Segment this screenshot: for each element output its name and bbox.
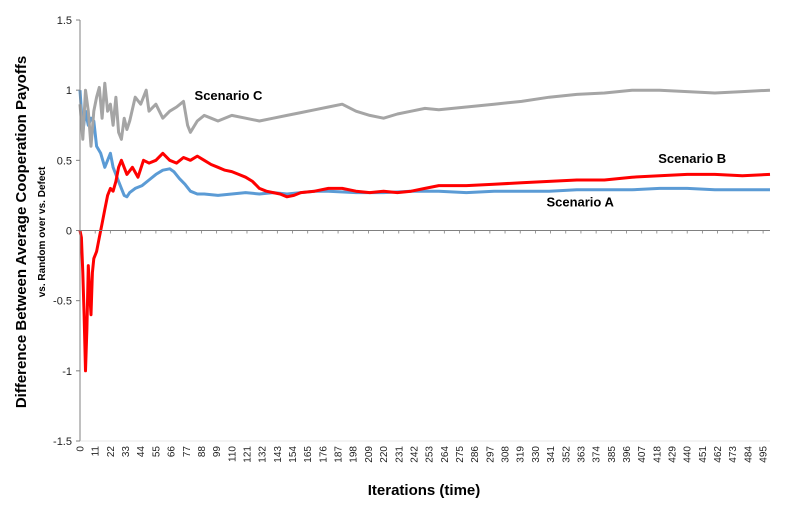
x-tick-label: 0 [76,446,87,452]
x-tick-label: 352 [561,446,572,463]
y-axis-label: Difference Between Average Cooperation P… [13,56,30,408]
x-tick-label: 407 [637,446,648,463]
y-tick-label: -1.5 [53,436,72,448]
x-axis-label: Iterations (time) [368,482,481,499]
x-tick-label: 22 [106,446,117,458]
x-tick-label: 462 [713,446,724,463]
x-tick-label: 363 [576,446,587,463]
x-tick-label: 297 [485,446,496,463]
x-tick-label: 396 [622,446,633,463]
y-tick-label: 0.5 [57,155,72,167]
x-tick-label: 110 [227,446,238,462]
x-tick-label: 341 [546,446,557,463]
x-tick-label: 319 [516,446,527,463]
annotation-scenario-c: Scenario C [195,88,264,103]
x-tick-label: 220 [379,446,390,463]
x-tick-label: 66 [167,446,178,458]
series-line-scenario-a [78,90,770,199]
x-tick-label: 275 [455,446,466,463]
x-tick-label: 330 [531,446,542,463]
x-tick-label: 286 [470,446,481,463]
x-tick-label: 44 [136,446,147,458]
y-tick-label: 1 [66,85,72,97]
x-tick-label: 473 [728,446,739,463]
x-tick-label: 242 [409,446,420,463]
x-tick-label: 429 [668,446,679,463]
x-tick-label: 11 [91,446,102,457]
annotations: Scenario C Scenario B Scenario A [195,88,727,210]
x-axis-ticks: 0 11 22 33 44 55 66 77 88 99 110 121 132 143 154 165 176… [76,230,770,463]
x-tick-label: 121 [242,446,253,463]
series-line-scenario-b [78,151,771,373]
x-tick-label: 99 [212,446,223,458]
x-tick-label: 154 [288,446,299,463]
y-axis-ticks: 1.5 1 0.5 0 -0.5 -1 -1.5 [53,15,80,448]
x-tick-label: 264 [440,446,451,463]
annotation-scenario-b: Scenario B [658,151,726,166]
x-tick-label: 374 [592,446,603,463]
series-layer [78,81,771,373]
y-tick-label: -0.5 [53,296,72,308]
series-line-scenario-c [78,81,771,148]
x-tick-label: 33 [121,446,132,458]
x-tick-label: 132 [258,446,269,463]
y-axis-sublabel: vs. Random over vs. Defect [37,166,48,297]
x-tick-label: 55 [151,446,162,458]
x-tick-label: 418 [652,446,663,463]
x-tick-label: 198 [349,446,360,463]
x-tick-label: 440 [683,446,694,463]
x-tick-label: 165 [303,446,314,463]
x-tick-label: 209 [364,446,375,463]
y-tick-label: -1 [62,366,72,378]
x-tick-label: 88 [197,446,208,458]
x-tick-label: 308 [501,446,512,463]
x-tick-label: 187 [334,446,345,463]
y-tick-label: 0 [66,226,72,238]
x-tick-label: 143 [273,446,284,463]
y-tick-label: 1.5 [57,15,72,27]
annotation-scenario-a: Scenario A [546,195,614,210]
axes [79,20,770,442]
x-tick-label: 385 [607,446,618,463]
x-tick-label: 176 [318,446,329,463]
x-tick-label: 253 [425,446,436,463]
x-tick-label: 77 [182,446,193,458]
x-tick-label: 495 [759,446,770,463]
x-tick-label: 484 [743,446,754,463]
x-tick-label: 231 [394,446,405,463]
x-tick-label: 451 [698,446,709,463]
